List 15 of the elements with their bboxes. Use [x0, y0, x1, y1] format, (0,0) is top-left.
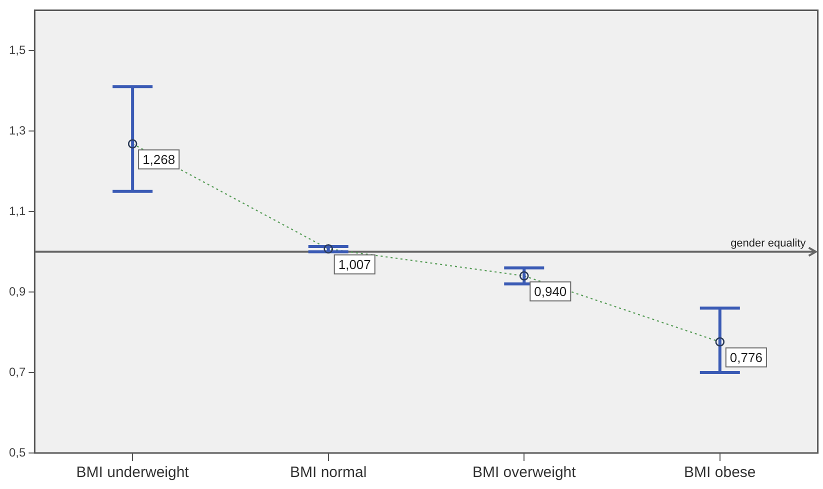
x-tick-label: BMI underweight	[76, 464, 190, 482]
y-tick-label: 1,5	[8, 42, 26, 57]
data-label: 1,007	[338, 256, 371, 272]
y-tick-label: 0,5	[8, 445, 26, 460]
data-label: 1,268	[142, 152, 176, 167]
y-tick-label: 0,7	[8, 364, 26, 379]
y-tick-label: 1,1	[8, 204, 26, 218]
ref-line-label: gender equality	[730, 237, 806, 250]
y-tick-label: 0,9	[8, 284, 26, 298]
x-tick-label: BMI normal	[290, 464, 367, 482]
data-label: 0,776	[730, 350, 762, 365]
x-tick-label: BMI overweight	[472, 464, 577, 482]
y-tick-label: 1,3	[8, 123, 26, 138]
data-label: 0,940	[534, 284, 567, 299]
x-tick-label: BMI obese	[684, 464, 756, 482]
